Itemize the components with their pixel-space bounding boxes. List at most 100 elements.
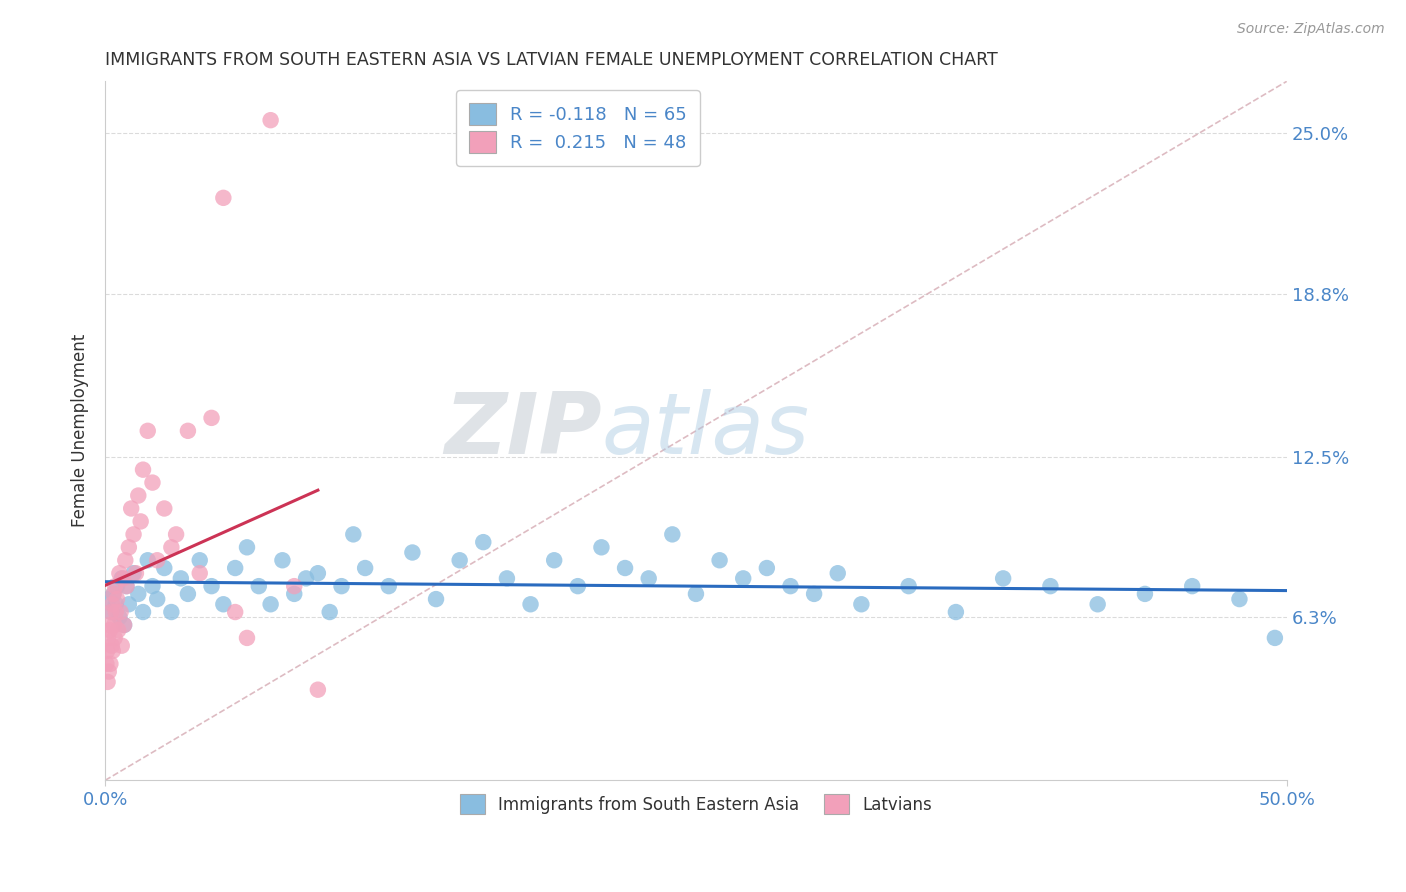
Point (271, 553, 294, 567)
Point (98, 623, 121, 637)
Point (103, 587, 125, 601)
Point (100, 605, 122, 619)
Point (105, 579, 128, 593)
Point (283, 579, 305, 593)
Point (236, 541, 259, 555)
Point (897, 579, 920, 593)
Point (103, 618, 125, 632)
Point (108, 566, 131, 581)
Point (1229, 592, 1251, 607)
Point (1039, 579, 1062, 593)
Point (188, 553, 211, 567)
Point (96, 644, 118, 658)
Point (614, 561, 637, 575)
Point (224, 561, 246, 575)
Point (97, 631, 120, 645)
Point (851, 597, 873, 611)
Point (177, 587, 200, 601)
Point (330, 579, 353, 593)
Point (401, 545, 423, 559)
Text: ZIP: ZIP (444, 389, 602, 473)
Point (170, 571, 193, 585)
Point (104, 605, 127, 619)
Point (496, 571, 519, 585)
Point (591, 541, 613, 555)
Point (101, 639, 124, 653)
Point (259, 597, 281, 611)
Point (200, 410, 222, 425)
Point (122, 527, 145, 541)
Point (827, 566, 849, 581)
Point (136, 553, 159, 567)
Point (112, 618, 135, 632)
Point (259, 113, 281, 128)
Text: IMMIGRANTS FROM SOUTH EASTERN ASIA VS LATVIAN FEMALE UNEMPLOYMENT CORRELATION CH: IMMIGRANTS FROM SOUTH EASTERN ASIA VS LA… (105, 51, 998, 69)
Point (188, 566, 211, 581)
Point (661, 527, 683, 541)
Point (110, 605, 132, 619)
Legend: Immigrants from South Eastern Asia, Latvians: Immigrants from South Eastern Asia, Latv… (450, 784, 942, 824)
Point (160, 605, 183, 619)
Point (991, 571, 1014, 585)
Point (101, 644, 124, 658)
Point (111, 571, 134, 585)
Point (1181, 579, 1204, 593)
Point (108, 610, 131, 624)
Point (122, 566, 145, 581)
Point (177, 424, 200, 438)
Point (567, 579, 589, 593)
Point (125, 566, 148, 581)
Point (803, 587, 825, 601)
Point (141, 579, 163, 593)
Point (101, 597, 124, 611)
Point (1087, 597, 1109, 611)
Point (96, 657, 118, 671)
Point (100, 657, 122, 671)
Point (637, 571, 659, 585)
Point (97, 674, 120, 689)
Point (1133, 587, 1156, 601)
Point (236, 631, 259, 645)
Point (104, 579, 127, 593)
Point (378, 579, 401, 593)
Point (449, 553, 471, 567)
Point (115, 579, 138, 593)
Point (247, 579, 270, 593)
Point (103, 587, 125, 601)
Point (472, 535, 495, 549)
Point (1264, 631, 1286, 645)
Point (127, 489, 149, 503)
Point (97, 592, 120, 607)
Point (755, 561, 778, 575)
Point (127, 587, 149, 601)
Point (733, 571, 755, 585)
Point (519, 597, 541, 611)
Point (295, 571, 318, 585)
Point (425, 592, 447, 607)
Point (543, 553, 565, 567)
Point (146, 553, 169, 567)
Point (200, 579, 222, 593)
Point (685, 587, 707, 601)
Point (129, 515, 152, 529)
Point (105, 592, 128, 607)
Point (318, 605, 340, 619)
Point (118, 597, 141, 611)
Point (107, 623, 129, 637)
Text: Source: ZipAtlas.com: Source: ZipAtlas.com (1237, 22, 1385, 37)
Y-axis label: Female Unemployment: Female Unemployment (72, 334, 89, 527)
Point (112, 618, 135, 632)
Point (111, 571, 134, 585)
Point (97, 665, 120, 679)
Point (165, 527, 187, 541)
Point (779, 579, 801, 593)
Point (118, 541, 141, 555)
Point (141, 475, 163, 490)
Point (153, 561, 176, 575)
Point (945, 605, 967, 619)
Point (132, 463, 155, 477)
Point (224, 605, 246, 619)
Point (709, 553, 731, 567)
Text: atlas: atlas (602, 389, 810, 473)
Point (283, 587, 305, 601)
